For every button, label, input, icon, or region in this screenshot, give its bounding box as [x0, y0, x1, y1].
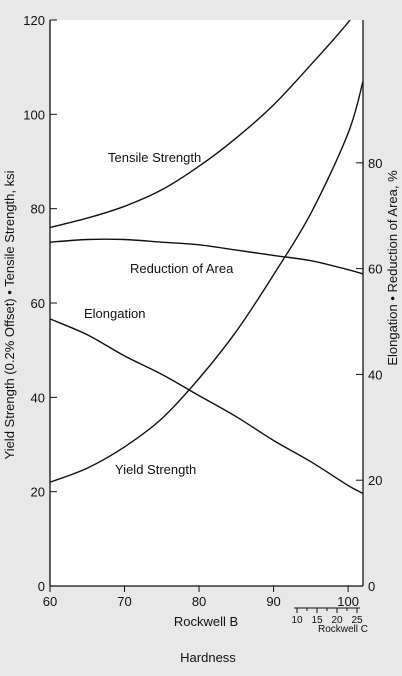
y-right-tick-label: 40 [368, 367, 382, 382]
yield-strength-label: Yield Strength [115, 462, 196, 477]
y-right-tick-label: 20 [368, 473, 382, 488]
plot-background [50, 20, 363, 586]
reduction-of-area-curve [50, 238, 363, 275]
rockwell-c-tick-label: 15 [311, 615, 323, 626]
x-tick-label: 60 [43, 594, 57, 609]
elongation-label: Elongation [84, 306, 145, 321]
y-right-tick-label: 0 [368, 579, 375, 594]
labels: Yield Strength (0.2% Offset) • Tensile S… [2, 150, 400, 665]
y-left-axis-title: Yield Strength (0.2% Offset) • Tensile S… [2, 170, 17, 459]
reduction-of-area-label: Reduction of Area [130, 261, 234, 276]
series-curves [50, 20, 363, 495]
rockwell-c-tick-label: 20 [331, 615, 343, 626]
x-axis-title: Rockwell B [174, 614, 238, 629]
x-tick-label: 90 [266, 594, 280, 609]
y-right-tick-label: 80 [368, 156, 382, 171]
y-left-tick-label: 120 [23, 13, 45, 28]
secondary-x-axis-title: Rockwell C [318, 624, 368, 635]
hardness-label: Hardness [180, 650, 236, 665]
rockwell-c-tick-label: 25 [351, 615, 363, 626]
y-left-tick-label: 100 [23, 107, 45, 122]
rockwell-c-tick-label: 10 [291, 615, 303, 626]
x-tick-label: 70 [117, 594, 131, 609]
x-tick-label: 100 [337, 594, 359, 609]
y-left-tick-label: 80 [31, 202, 45, 217]
y-left-tick-label: 60 [31, 296, 45, 311]
y-left-tick-label: 0 [38, 579, 45, 594]
axes: 0 20 40 60 80 100 120 0 20 40 60 80 60 70 80 90 100 10 15 2… [23, 13, 382, 626]
y-right-axis-title: Elongation • Reduction of Area, % [385, 170, 400, 366]
y-left-tick-label: 40 [31, 390, 45, 405]
elongation-curve [50, 318, 363, 495]
y-left-tick-label: 20 [31, 485, 45, 500]
x-tick-label: 80 [192, 594, 206, 609]
plot-area [49, 20, 364, 587]
y-right-tick-label: 60 [368, 262, 382, 277]
tensile-strength-label: Tensile Strength [108, 150, 201, 165]
yield-strength-curve [50, 81, 363, 483]
tensile-strength-curve [50, 20, 351, 229]
